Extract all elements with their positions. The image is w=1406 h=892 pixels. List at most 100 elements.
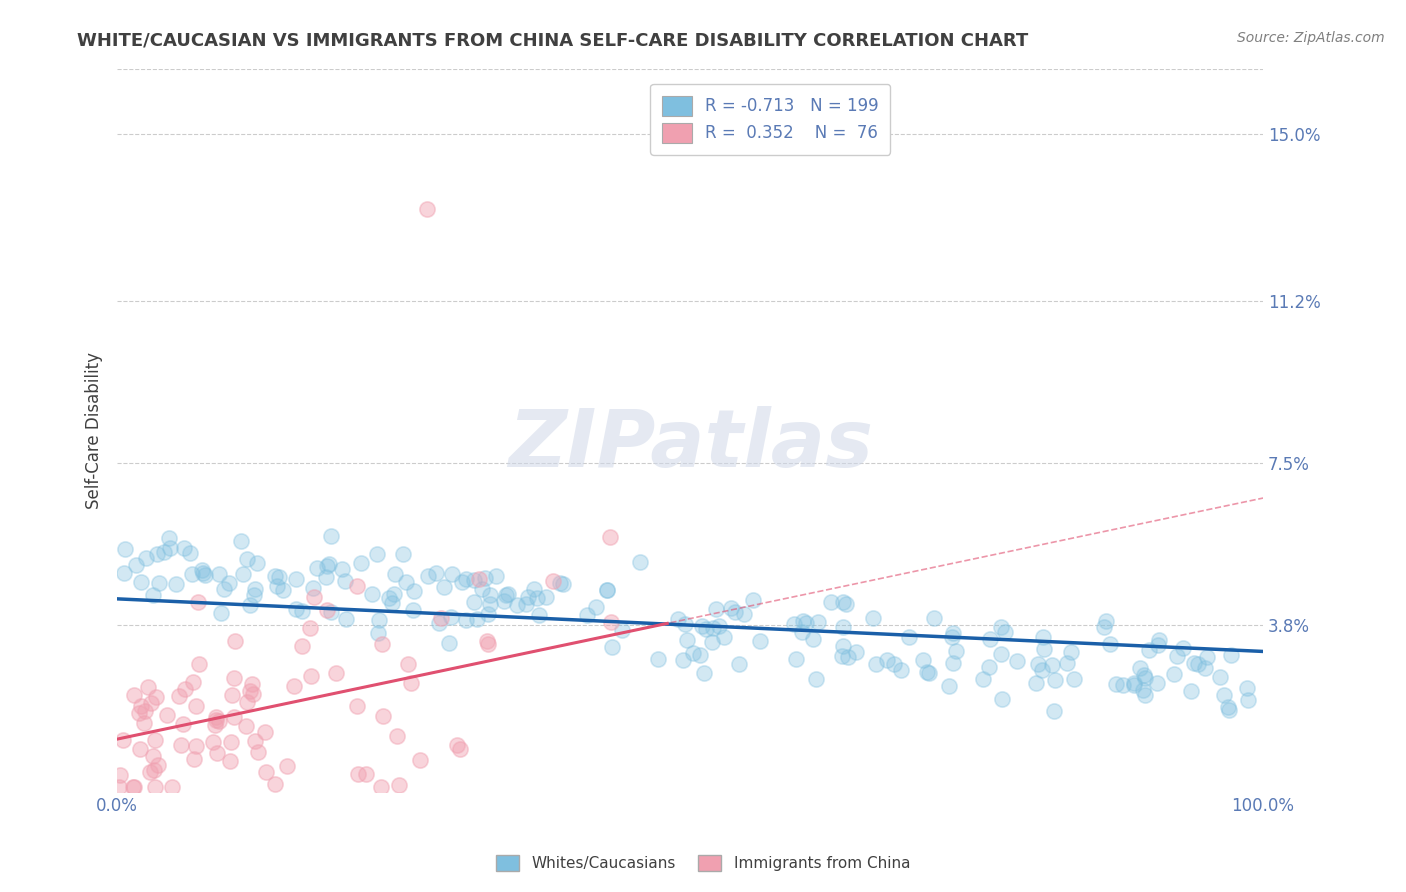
Point xyxy=(135,551,157,566)
Point xyxy=(1147,633,1170,648)
Point xyxy=(526,591,548,605)
Point xyxy=(804,672,827,686)
Point xyxy=(599,531,621,545)
Point xyxy=(942,626,965,640)
Point xyxy=(271,583,294,598)
Point xyxy=(125,558,148,573)
Point xyxy=(1236,681,1258,695)
Point xyxy=(689,648,711,662)
Point xyxy=(381,596,404,610)
Point xyxy=(474,571,496,585)
Legend: Whites/Caucasians, Immigrants from China: Whites/Caucasians, Immigrants from China xyxy=(489,849,917,877)
Point xyxy=(820,595,842,609)
Point xyxy=(402,583,425,598)
Point xyxy=(246,556,269,570)
Point xyxy=(595,582,617,597)
Point xyxy=(145,780,167,795)
Point xyxy=(319,529,342,543)
Point xyxy=(1135,688,1157,702)
Point xyxy=(478,597,501,611)
Point xyxy=(156,707,179,722)
Point xyxy=(129,699,152,714)
Legend: R = -0.713   N = 199, R =  0.352    N =  76: R = -0.713 N = 199, R = 0.352 N = 76 xyxy=(650,84,890,154)
Point xyxy=(356,767,378,781)
Point xyxy=(276,759,298,773)
Point xyxy=(576,608,599,623)
Point xyxy=(181,675,204,690)
Point xyxy=(368,613,391,627)
Point xyxy=(242,687,264,701)
Point xyxy=(972,672,994,686)
Point xyxy=(298,621,321,635)
Point xyxy=(496,587,519,601)
Point xyxy=(157,531,180,545)
Point xyxy=(254,764,277,779)
Point xyxy=(463,595,485,609)
Point xyxy=(713,630,735,644)
Point xyxy=(160,780,183,795)
Point xyxy=(124,688,146,702)
Point xyxy=(315,603,337,617)
Point xyxy=(897,631,920,645)
Point xyxy=(517,590,540,604)
Point xyxy=(724,605,747,619)
Point xyxy=(138,764,160,779)
Point xyxy=(477,633,499,648)
Point xyxy=(399,676,422,690)
Point xyxy=(384,566,406,581)
Point xyxy=(253,724,276,739)
Point xyxy=(1060,645,1083,659)
Point xyxy=(186,595,208,609)
Point xyxy=(720,601,742,615)
Point xyxy=(1005,654,1028,668)
Point xyxy=(693,665,716,680)
Point xyxy=(1135,671,1157,685)
Point xyxy=(437,635,460,649)
Point xyxy=(845,644,868,658)
Point xyxy=(205,746,228,760)
Point xyxy=(610,623,633,637)
Point xyxy=(138,680,160,694)
Point xyxy=(440,609,463,624)
Point xyxy=(1182,656,1205,670)
Point xyxy=(122,780,145,795)
Point xyxy=(145,690,167,705)
Point xyxy=(188,657,211,671)
Point xyxy=(941,656,963,670)
Point xyxy=(704,602,727,616)
Point xyxy=(142,748,165,763)
Point xyxy=(1095,614,1118,628)
Point xyxy=(550,575,572,590)
Point xyxy=(1025,676,1047,690)
Point xyxy=(371,709,394,723)
Point xyxy=(596,582,619,597)
Point xyxy=(1040,657,1063,672)
Point xyxy=(749,634,772,648)
Point xyxy=(1129,660,1152,674)
Point xyxy=(676,632,699,647)
Point xyxy=(454,613,477,627)
Point xyxy=(291,640,314,654)
Point xyxy=(506,599,529,613)
Point xyxy=(551,576,574,591)
Point xyxy=(204,713,226,727)
Point xyxy=(129,574,152,589)
Point xyxy=(139,696,162,710)
Point xyxy=(243,733,266,747)
Point xyxy=(360,586,382,600)
Point xyxy=(318,557,340,571)
Point xyxy=(876,652,898,666)
Point xyxy=(585,599,607,614)
Point xyxy=(1032,630,1054,644)
Point xyxy=(924,611,946,625)
Point xyxy=(191,563,214,577)
Point xyxy=(1056,656,1078,670)
Point xyxy=(153,544,176,558)
Y-axis label: Self-Care Disability: Self-Care Disability xyxy=(86,351,103,508)
Point xyxy=(467,611,489,625)
Point xyxy=(792,614,814,628)
Point xyxy=(427,616,450,631)
Point xyxy=(243,582,266,596)
Point xyxy=(911,653,934,667)
Point xyxy=(792,625,814,640)
